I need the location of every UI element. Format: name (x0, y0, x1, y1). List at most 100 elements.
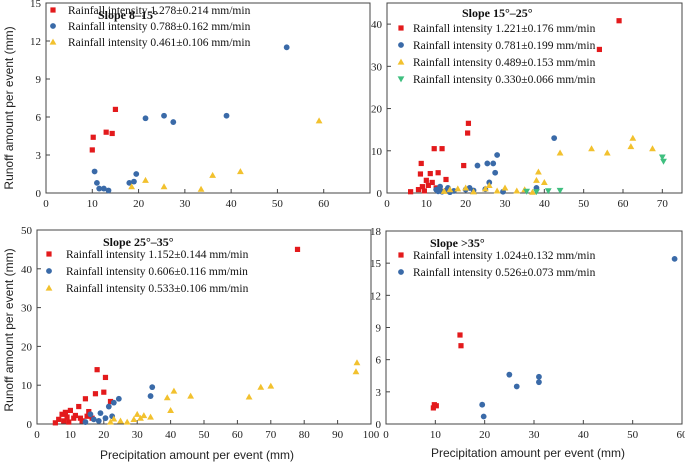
data-point-red (71, 415, 77, 421)
data-point-yellow (352, 368, 360, 375)
data-point-red (457, 332, 463, 338)
x-tick-label: 40 (165, 429, 177, 441)
x-axis-label-right: Precipitation amount per event (mm) (431, 446, 625, 460)
legend-marker-red (50, 7, 56, 13)
legend-marker-blue (50, 23, 56, 29)
y-tick-label: 0 (376, 419, 382, 431)
data-point-yellow (245, 393, 253, 400)
data-point-yellow (649, 145, 656, 152)
data-point-red (433, 403, 439, 409)
x-tick-label: 50 (272, 198, 284, 210)
data-point-yellow (556, 149, 564, 156)
x-tick-label: 30 (179, 198, 191, 210)
data-point-red (425, 182, 431, 188)
data-point-red (418, 160, 424, 167)
data-point-yellow (209, 171, 217, 178)
data-point-red (415, 187, 422, 193)
x-tick-label: 10 (65, 429, 77, 441)
data-point-red (431, 146, 437, 152)
data-point-green (533, 189, 540, 196)
x-tick-label: 0 (43, 198, 49, 210)
x-tick-label: 40 (578, 429, 590, 441)
x-tick-label: 30 (500, 198, 512, 210)
data-point-yellow (481, 185, 489, 192)
data-point-blue (110, 399, 117, 406)
legend-label: Rainfall intensity 0.461±0.106 mm/min (68, 37, 251, 49)
data-point-red (92, 391, 99, 397)
legend-marker-red (46, 251, 52, 257)
legend-label: Rainfall intensity 0.526±0.073 mm/min (413, 267, 596, 279)
data-point-red (62, 409, 68, 415)
data-point-yellow (603, 149, 611, 156)
data-point-blue (536, 373, 542, 380)
y-tick-label: 40 (371, 19, 383, 31)
data-point-blue (133, 171, 140, 177)
y-tick-label: 6 (36, 112, 42, 124)
data-point-green (660, 158, 667, 165)
y-tick-label: 10 (21, 380, 33, 392)
y-tick-label: 30 (371, 61, 383, 73)
data-point-red (465, 130, 471, 136)
data-point-green (523, 188, 531, 195)
legend-marker-red (398, 25, 404, 31)
data-point-red (465, 120, 472, 126)
data-point-yellow (267, 382, 275, 389)
legend-label: Rainfall intensity 0.533±0.106 mm/min (66, 283, 249, 295)
data-point-red (419, 184, 425, 190)
x-tick-label: 10 (87, 198, 99, 210)
data-point-red (429, 179, 435, 186)
data-point-yellow (147, 413, 154, 420)
y-tick-label: 12 (370, 290, 381, 302)
y-tick-label: 30 (21, 303, 33, 315)
panel-title: Slope 25°–35° (103, 235, 174, 249)
data-point-blue (551, 135, 558, 142)
data-point-yellow (123, 418, 131, 425)
data-point-blue (479, 401, 486, 408)
legend-marker-red (398, 252, 404, 258)
y-tick-label: 20 (21, 341, 33, 353)
x-tick-label: 30 (132, 429, 144, 441)
data-point-blue (97, 410, 104, 417)
data-point-yellow (140, 412, 148, 419)
data-point-blue (131, 178, 137, 185)
x-tick-label: 50 (627, 429, 639, 441)
data-point-yellow (137, 414, 144, 421)
data-point-blue (115, 395, 122, 402)
data-point-red (458, 343, 464, 349)
data-point-red (101, 389, 107, 395)
x-tick-label: 60 (677, 429, 685, 441)
data-point-red (427, 170, 433, 177)
x-tick-label: 90 (332, 429, 344, 441)
data-point-red (616, 18, 622, 24)
data-point-blue (490, 160, 497, 167)
data-point-blue (91, 168, 98, 175)
data-point-green (544, 188, 552, 195)
x-axis-label-left: Precipitation amount per event (mm) (100, 448, 294, 462)
data-point-yellow (440, 187, 448, 194)
x-tick-label: 20 (133, 198, 145, 210)
data-point-red (112, 106, 119, 112)
panel-title: Slope 8–15° (98, 8, 158, 22)
data-point-red (89, 147, 95, 153)
data-point-blue (126, 179, 133, 186)
data-point-yellow (257, 383, 265, 390)
panel-title: Slope >35° (430, 236, 485, 250)
data-point-blue (105, 187, 112, 194)
y-tick-label: 50 (21, 225, 33, 237)
chart-panel-2: 0 10 20 30 40 50 60 70 0 10 20 30 40 Slope 15°–25° Rai… (371, 2, 683, 210)
data-point-blue (105, 403, 112, 410)
x-tick-label: 0 (384, 198, 390, 210)
data-point-blue (536, 379, 542, 386)
data-point-blue (90, 416, 97, 423)
data-point-blue (100, 185, 107, 192)
data-point-blue (102, 415, 109, 422)
x-tick-label: 0 (34, 429, 40, 441)
data-point-red (84, 413, 90, 419)
data-point-red (90, 134, 96, 140)
data-point-yellow (535, 168, 542, 175)
data-point-blue (147, 393, 154, 399)
data-point-yellow (167, 407, 174, 414)
data-point-yellow (117, 417, 124, 424)
data-point-yellow (133, 410, 141, 417)
x-tick-label: 20 (98, 429, 110, 441)
